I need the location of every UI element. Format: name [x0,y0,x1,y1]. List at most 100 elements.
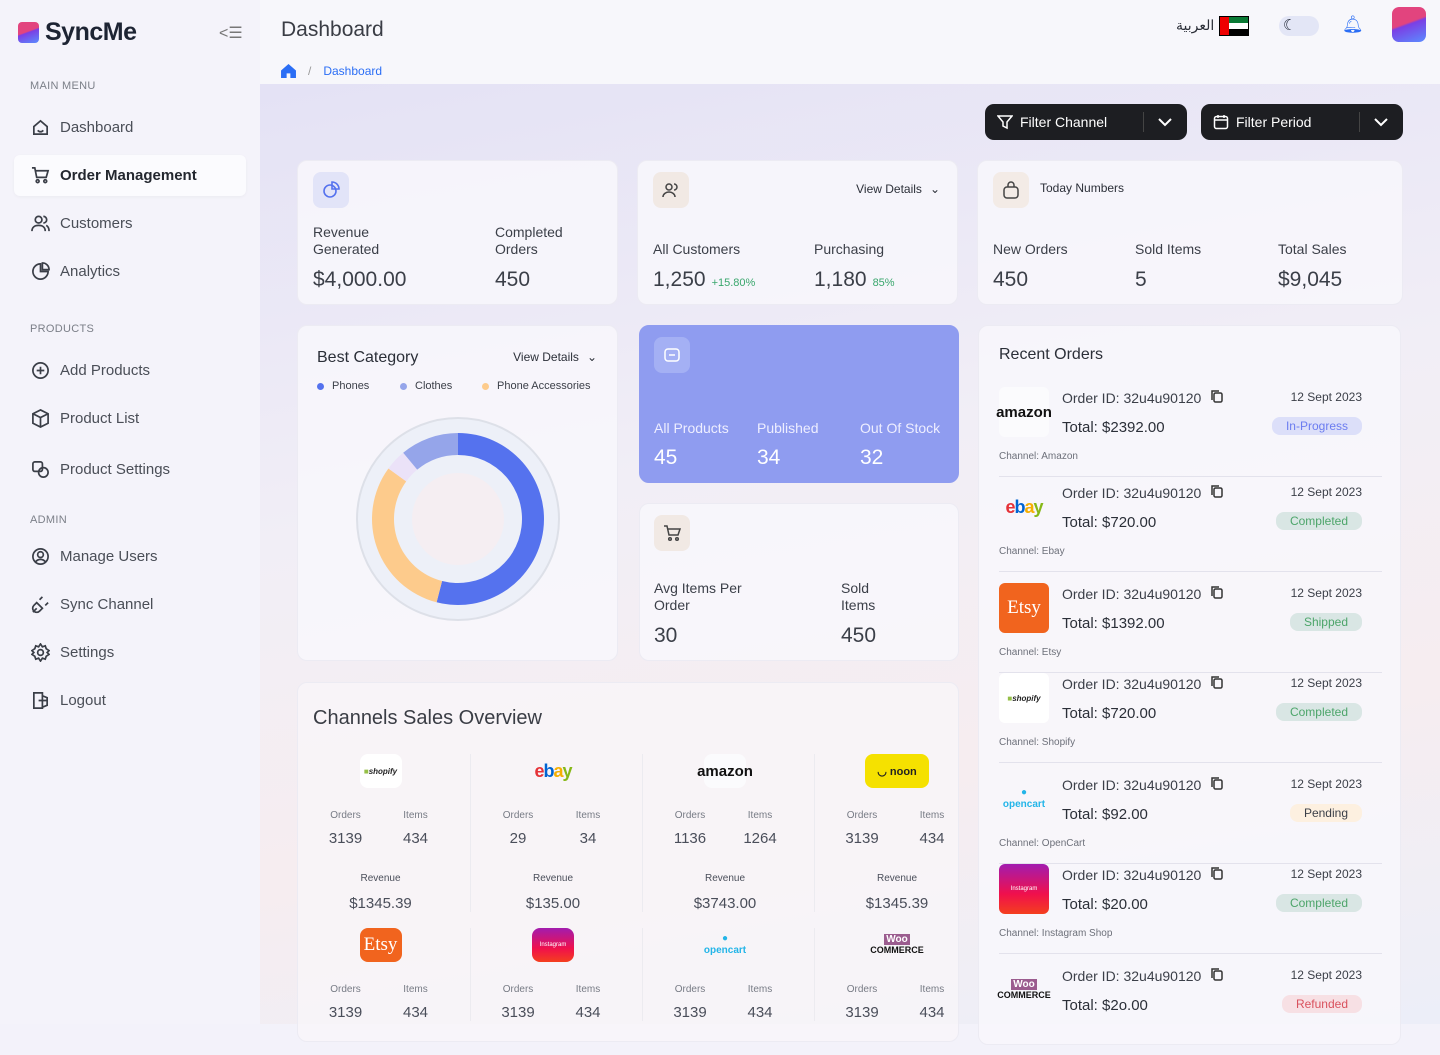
channel-logo-opencart: ● opencart [1002,787,1046,810]
recent-orders-card: Recent Orders amazon Order ID: 32u4u9012… [978,325,1401,1045]
donut-hole [412,473,504,565]
logo-icon [18,22,39,43]
channel-tile-amazon[interactable]: amazon Orders Items 1136 1264 Revenue $3743… [642,754,807,912]
sidebar-item-order-management[interactable]: Order Management [14,155,246,196]
all-customers-label: All Customers [653,241,741,257]
channel-tile-instagram[interactable]: Instagram Orders Items 3139 434 [470,928,635,1021]
sidebar-item-product-list[interactable]: Product List [14,398,246,439]
new-orders-value: 450 [993,268,1029,291]
donut-segment-phone-accessories[interactable] [372,468,443,603]
order-row[interactable]: Etsy Order ID: 32u4u90120 Total: $1392.0… [999,583,1382,673]
channel-tile-opencart[interactable]: ● opencart Orders Items 3139 434 [642,928,807,1021]
orders-label: Orders [846,984,878,995]
dark-mode-toggle[interactable]: ☾ [1279,16,1319,36]
channel-tile-etsy[interactable]: Etsy Orders Items 3139 434 [298,928,463,1021]
channel-tile-noon[interactable]: ◡ noon Orders Items 3139 434 Revenue $1345.… [814,754,979,912]
legend-item-clothes: Clothes [400,380,452,392]
order-date: 12 Sept 2023 [1290,390,1362,404]
plug-icon [31,596,49,614]
order-total: Total: $2o.00 [1062,997,1148,1014]
channel-logo-instagram: Instagram [999,864,1049,914]
sidebar-item-dashboard[interactable]: Dashboard [14,107,246,148]
channel-tile-shopify[interactable]: ■shopify Orders Items 3139 434 Revenue $134… [298,754,463,912]
order-id: Order ID: 32u4u90120 [1062,676,1223,692]
sidebar-item-logout[interactable]: Logout [14,680,246,721]
legend-dot [400,382,407,390]
language-switch[interactable]: العربية [1176,17,1215,33]
chevron-down-icon: ⌄ [929,182,940,196]
avg-items-label: Avg Items Per Order [654,580,742,613]
order-id: Order ID: 32u4u90120 [1062,867,1223,883]
items-value: 1264 [743,830,777,847]
order-id-text: Order ID: 32u4u90120 [1062,777,1202,793]
pie-chart-icon [313,172,349,208]
order-id-text: Order ID: 32u4u90120 [1062,485,1202,501]
donut-segment-clothes[interactable] [403,433,458,470]
best-category-view-details[interactable]: View Details ⌄ [513,350,597,364]
channel-tile-ebay[interactable]: ebay Orders Items 29 34 Revenue $135.00 [470,754,635,912]
order-total: Total: $720.00 [1062,705,1157,722]
copy-icon[interactable] [1211,390,1223,403]
status-badge: In-Progress [1271,417,1362,435]
sidebar-item-add-products[interactable]: Add Products [14,350,246,391]
section-products: PRODUCTS [30,323,95,335]
home-icon[interactable] [281,64,296,78]
order-id: Order ID: 32u4u90120 [1062,586,1223,602]
avatar[interactable] [1392,7,1426,42]
collapse-sidebar-icon[interactable]: <☰ [219,25,243,42]
bell-icon[interactable]: 🔔︎ [1342,15,1364,34]
revenue-label: Revenue [360,873,401,884]
copy-icon[interactable] [1211,676,1223,689]
copy-icon[interactable] [1211,586,1223,599]
sidebar-item-label: Customers [60,215,133,232]
order-row[interactable]: Instagram Order ID: 32u4u90120 Total: $2… [999,864,1382,954]
copy-icon[interactable] [1211,777,1223,790]
items-label: Items [403,810,428,821]
legend-item-phone-accessories: Phone Accessories [482,380,591,392]
sidebar-item-settings[interactable]: Settings [14,632,246,673]
channel-logo: ● opencart [703,933,747,956]
channel-logo: ■shopify [359,754,402,788]
moon-icon: ☾ [1283,17,1297,34]
items-value: 34 [579,830,597,847]
filter-channel-label: Filter Channel [1020,114,1108,130]
filter-period-dropdown[interactable]: Filter Period [1201,104,1403,140]
sidebar-item-sync-channel[interactable]: Sync Channel [14,584,246,625]
order-row[interactable]: ● opencart Order ID: 32u4u90120 Total: $9… [999,774,1382,864]
copy-icon[interactable] [1211,485,1223,498]
items-label: Items [747,984,773,995]
sidebar: SyncMe <☰ MAIN MENU PRODUCTS ADMIN Dashb… [0,0,260,1024]
channel-tile-woo-commerce[interactable]: Woo COMMERCE Orders Items 3139 434 [814,928,979,1021]
order-row[interactable]: ebay Order ID: 32u4u90120 Total: $720.00… [999,482,1382,572]
uae-flag-icon[interactable] [1219,16,1249,36]
sidebar-item-analytics[interactable]: Analytics [14,251,246,292]
sidebar-item-product-settings[interactable]: Product Settings [14,449,246,490]
donut-segment-phones[interactable] [436,433,544,605]
breadcrumb-current[interactable]: Dashboard [323,64,383,78]
revenue-label: Revenue [532,873,574,884]
app-logo[interactable]: SyncMe [18,18,137,47]
order-row[interactable]: amazon Order ID: 32u4u90120 Total: $2392… [996,387,1382,477]
filter-channel-dropdown[interactable]: Filter Channel [985,104,1187,140]
chevron-down-icon: ⌄ [586,350,597,364]
customers-view-details[interactable]: View Details ⌄ [856,182,940,196]
order-date: 12 Sept 2023 [1290,867,1362,881]
folder-icon [654,337,690,373]
channel-logo: Etsy [359,928,402,962]
sidebar-item-label: Product List [60,410,140,427]
order-row[interactable]: Woo COMMERCE Order ID: 32u4u90120 Total: … [997,965,1382,1055]
all-products-value: 45 [654,446,678,469]
copy-icon[interactable] [1211,968,1223,981]
view-details-label: View Details [856,182,922,196]
sidebar-item-manage-users[interactable]: Manage Users [14,536,246,577]
sold-items-label: Sold Items [841,580,876,613]
sidebar-item-customers[interactable]: Customers [14,203,246,244]
order-channel: Channel: Etsy [999,647,1062,658]
copy-icon[interactable] [1211,867,1223,880]
order-id: Order ID: 32u4u90120 [1062,390,1223,406]
orders-value: 29 [509,830,527,847]
order-row[interactable]: ■shopify Order ID: 32u4u90120 Total: $72… [999,673,1382,763]
purchasing-label: Purchasing [814,241,885,257]
revenue-value: $135.00 [525,895,581,912]
donut-segment-other[interactable] [388,452,418,482]
